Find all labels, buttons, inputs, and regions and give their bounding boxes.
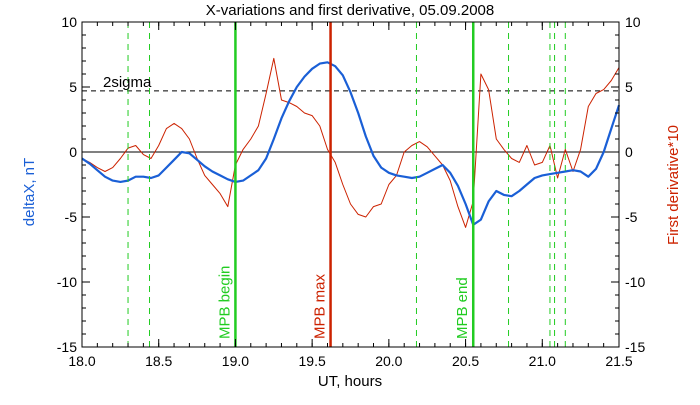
y-tick-label-left: 10 — [61, 14, 77, 30]
y-axis-title-right: First derivative*10 — [665, 125, 682, 245]
y-tick-label-right: -15 — [625, 339, 645, 355]
axis-layer: 18.0 18.5 19.0 19.5 20.0 20.5 21.0 21.5 10 10 5 5 0 0… — [57, 14, 646, 369]
x-tick-label: 18.0 — [68, 353, 95, 369]
marker-layer: MPB begin MPB max MPB end — [127, 22, 566, 347]
y-tick-label-left: -10 — [57, 274, 77, 290]
marker-label: MPB begin — [216, 266, 233, 339]
marker-label: MPB end — [454, 277, 471, 339]
marker-label: MPB max — [312, 273, 329, 339]
y-axis-title-left: deltaX, nT — [21, 158, 38, 226]
x-tick-label: 20.5 — [452, 353, 479, 369]
y-tick-label-right: -5 — [625, 209, 638, 225]
y-tick-label-right: 0 — [625, 144, 633, 160]
x-tick-label: 18.5 — [145, 353, 172, 369]
y-tick-label-left: -5 — [65, 209, 78, 225]
y-tick-label-right: 10 — [625, 14, 641, 30]
y-tick-label-right: 5 — [625, 79, 633, 95]
y-tick-label-left: 0 — [69, 144, 77, 160]
plot-frame — [81, 21, 620, 348]
series-layer — [81, 57, 621, 228]
chart-title: X-variations and first derivative, 05.09… — [206, 2, 495, 19]
x-tick-label: 21.5 — [605, 353, 632, 369]
x-tick-label: 19.5 — [299, 353, 326, 369]
y-tick-label-right: -10 — [625, 274, 645, 290]
x-tick-label: 20.0 — [375, 353, 402, 369]
derivative-series-line — [81, 57, 620, 228]
y-tick-label-left: -15 — [57, 339, 77, 355]
x-tick-label: 21.0 — [529, 353, 556, 369]
x-axis-title: UT, hours — [318, 373, 382, 390]
y-tick-label-left: 5 — [69, 79, 77, 95]
threshold-label: 2sigma — [103, 74, 152, 91]
x-tick-label: 19.0 — [222, 353, 249, 369]
deltax-series-line — [81, 61, 621, 226]
